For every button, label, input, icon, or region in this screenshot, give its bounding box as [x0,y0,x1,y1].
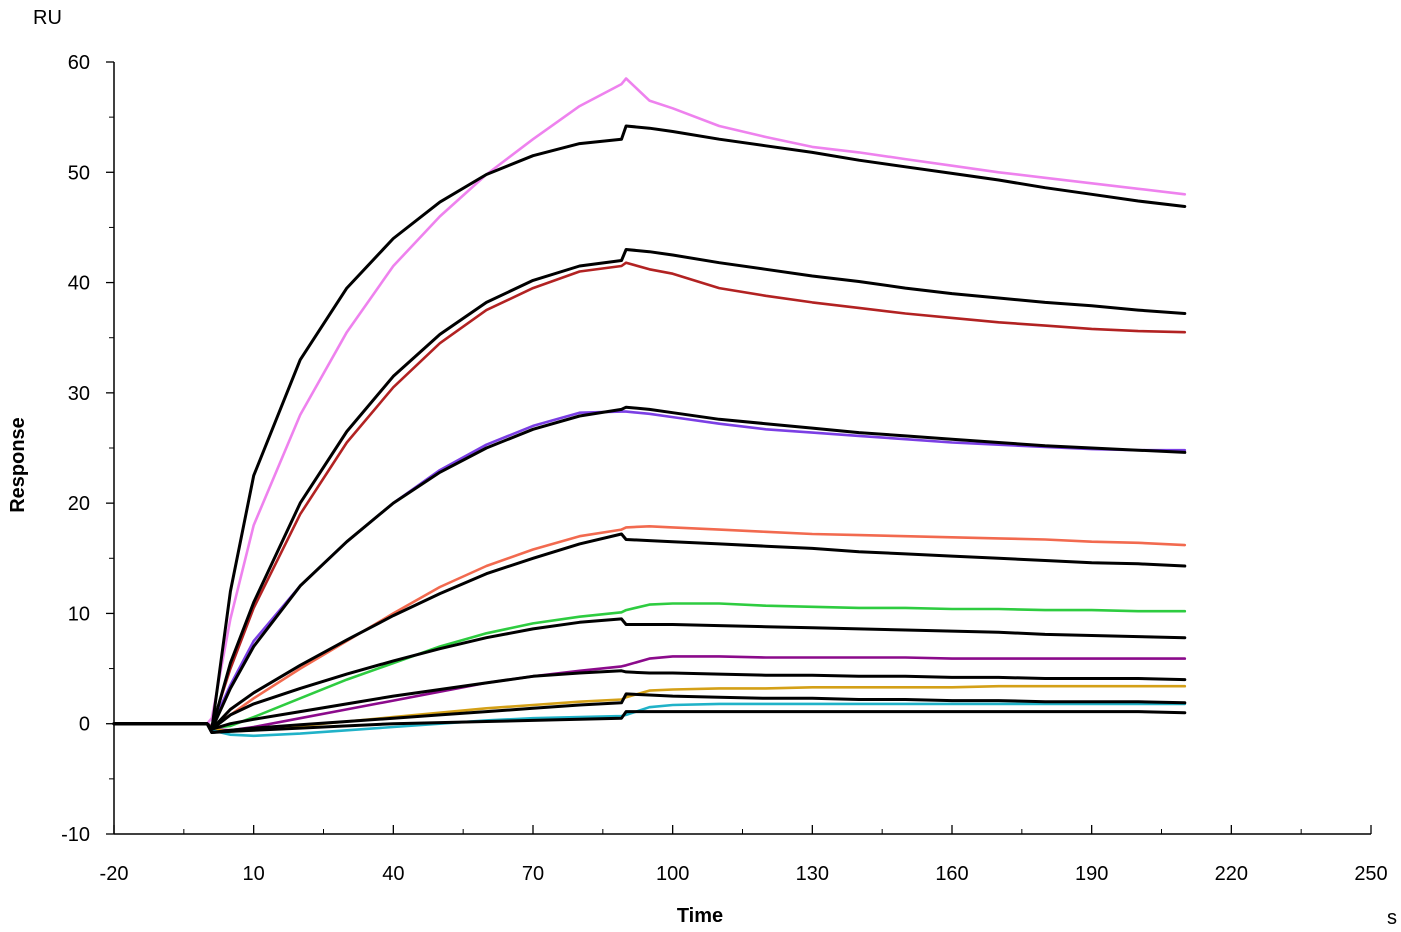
fit-curve-10 [112,405,1187,731]
x-tick-label: 100 [656,863,689,885]
x-tick-label: 10 [243,863,265,885]
measured-curve-7 [112,702,1187,738]
fit-curve-14 [112,692,1187,734]
series-layer [112,77,1187,738]
axis-layer: -20 10 40 70 100 130 160 190 220 250 -10 0 10 20 30 40… [61,52,1388,885]
x-tick-label: 70 [522,863,544,885]
measured-curve-0 [112,77,1187,725]
y-unit-label: RU [33,7,62,29]
fit-curve-13 [112,669,1187,731]
y-tick-label: 40 [68,273,90,295]
x-tick-label: 40 [382,863,404,885]
y-axis-ticks: -10 0 10 20 30 40 50 60 [61,52,114,846]
x-tick-label: 130 [796,863,829,885]
y-tick-label: -10 [61,824,90,846]
y-tick-label: 50 [68,162,90,184]
y-tick-label: 10 [68,603,90,625]
y-tick-label: 20 [68,493,90,515]
fit-curve-8 [112,124,1187,731]
fit-curve-12 [112,617,1187,731]
measured-curve-1 [112,261,1187,728]
y-axis-title: Response [7,417,29,513]
x-tick-label: -20 [100,863,129,885]
measured-curve-4 [112,602,1187,730]
x-tick-label: 250 [1354,863,1387,885]
y-tick-label: 30 [68,383,90,405]
x-tick-label: 190 [1075,863,1108,885]
y-tick-label: 60 [68,52,90,74]
x-tick-label: 220 [1215,863,1248,885]
fit-curve-15 [112,710,1187,734]
x-axis-title: Time [677,905,723,927]
measured-curve-5 [112,655,1187,732]
fit-curve-9 [112,248,1187,731]
x-tick-label: 160 [935,863,968,885]
x-axis-ticks: -20 10 40 70 100 130 160 190 220 250 [100,825,1388,885]
y-tick-label: 0 [79,714,90,736]
fit-curve-11 [112,532,1187,731]
measured-curve-3 [112,525,1187,729]
x-unit-label: s [1387,907,1397,929]
measured-curve-2 [112,410,1187,728]
